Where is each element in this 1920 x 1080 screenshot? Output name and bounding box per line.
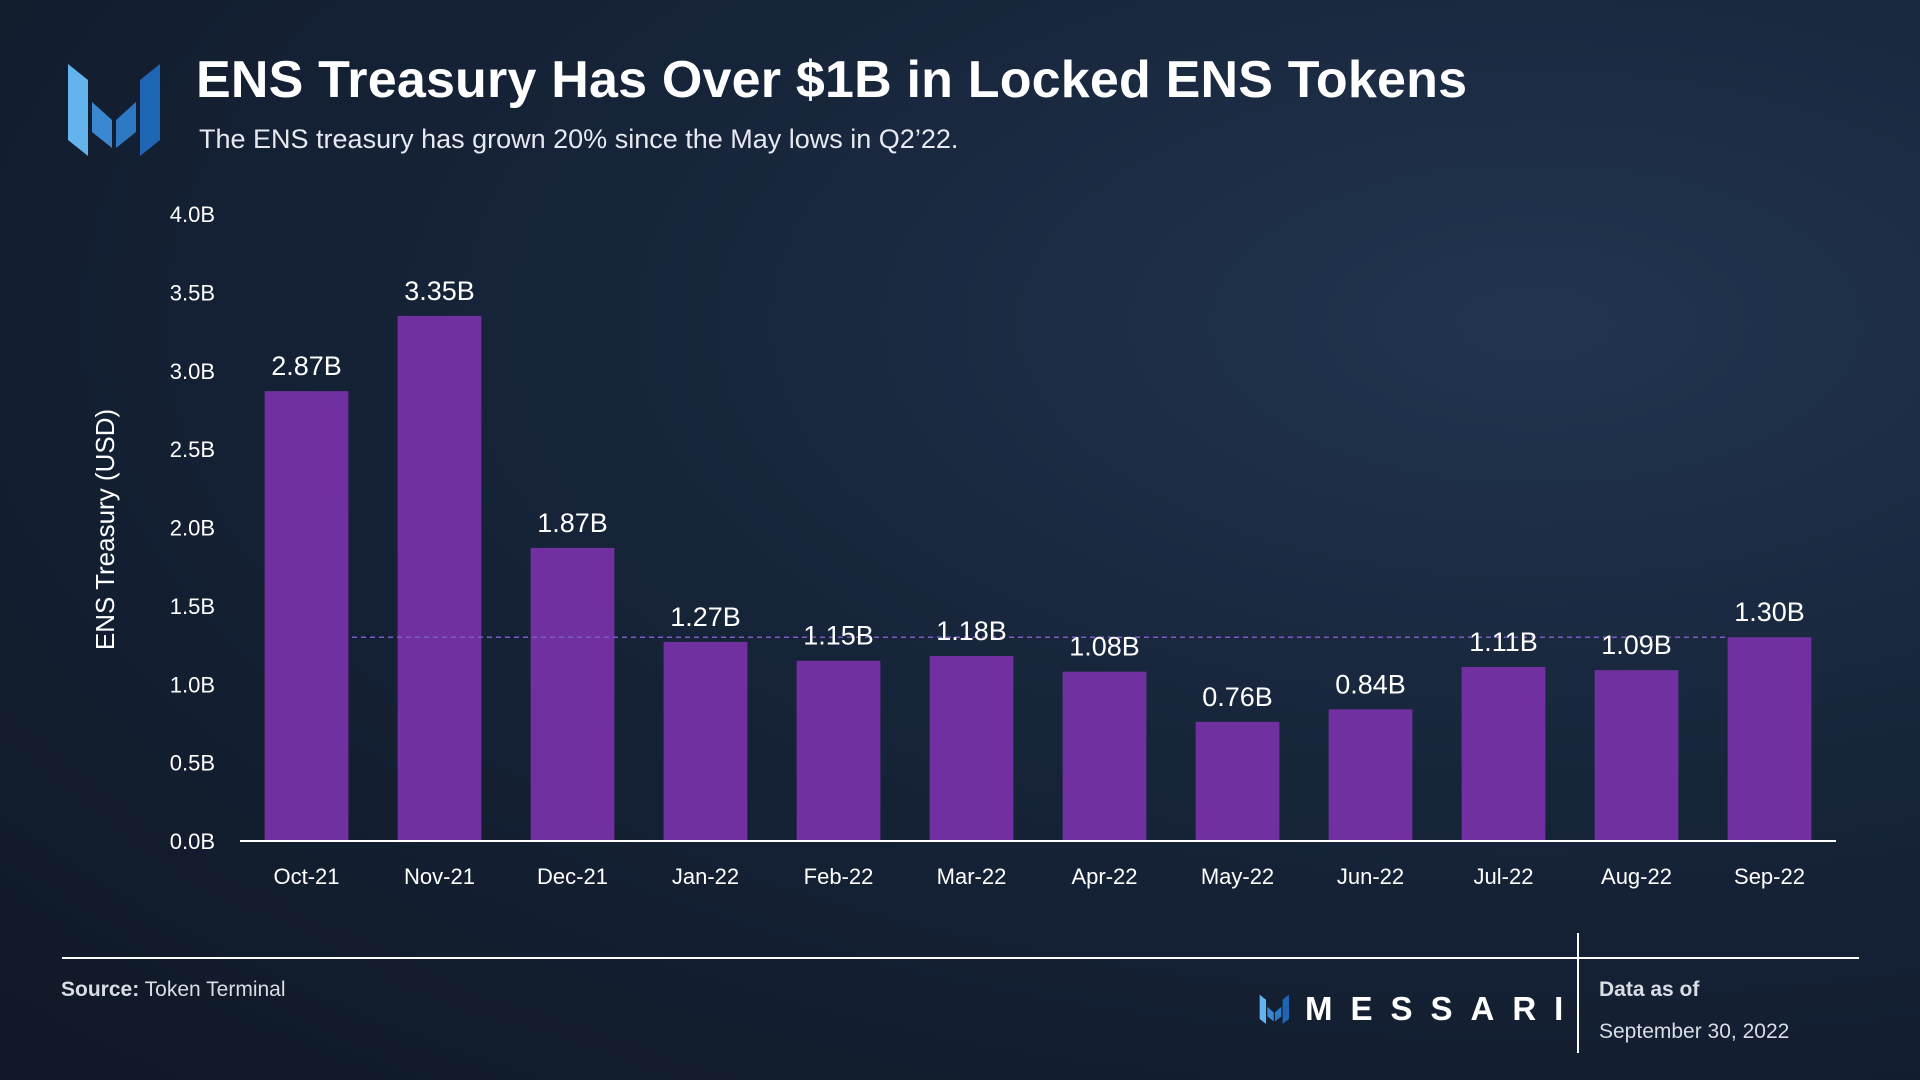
messari-logo-icon xyxy=(68,64,160,156)
y-axis-title: ENS Treasury (USD) xyxy=(90,409,120,650)
x-tick-label: Jun-22 xyxy=(1337,864,1404,889)
y-tick-label: 0.5B xyxy=(170,751,215,776)
x-tick-label: Feb-22 xyxy=(804,864,874,889)
x-tick-label: Apr-22 xyxy=(1071,864,1137,889)
x-tick-label: Jul-22 xyxy=(1474,864,1534,889)
bar-mar-22 xyxy=(929,656,1014,841)
data-as-of-label: Data as of xyxy=(1599,978,1700,1001)
y-tick-label: 0.0B xyxy=(170,829,215,854)
x-tick-label: Jan-22 xyxy=(672,864,739,889)
footer-vertical-divider xyxy=(1577,933,1579,1053)
data-label: 2.87B xyxy=(271,351,342,381)
source-value: Token Terminal xyxy=(144,978,286,1001)
bar-jul-22 xyxy=(1461,667,1546,841)
bar-jan-22 xyxy=(663,641,748,841)
data-label: 0.84B xyxy=(1335,669,1406,699)
messari-wordmark: MESSARI xyxy=(1305,990,1582,1027)
y-tick-label: 1.5B xyxy=(170,594,215,619)
bar-sep-22 xyxy=(1727,637,1812,841)
data-label: 1.30B xyxy=(1734,597,1805,627)
y-tick-label: 4.0B xyxy=(170,202,215,227)
source-note: Source: Token Terminal xyxy=(61,978,286,1002)
chart-subtitle: The ENS treasury has grown 20% since the… xyxy=(199,124,959,154)
source-label: Source: xyxy=(61,978,140,1001)
data-label: 1.08B xyxy=(1069,632,1140,662)
data-label: 1.15B xyxy=(803,621,874,651)
data-as-of-date: September 30, 2022 xyxy=(1599,1020,1790,1043)
x-tick-label: May-22 xyxy=(1201,864,1274,889)
chart-title: ENS Treasury Has Over $1B in Locked ENS … xyxy=(196,51,1468,109)
y-tick-label: 3.0B xyxy=(170,359,215,384)
messari-small-logo-icon xyxy=(1259,994,1289,1024)
y-tick-label: 3.5B xyxy=(170,280,215,305)
data-label: 0.76B xyxy=(1202,682,1273,712)
data-label: 3.35B xyxy=(404,276,475,306)
x-tick-label: Aug-22 xyxy=(1601,864,1672,889)
x-tick-label: Sep-22 xyxy=(1734,864,1805,889)
bar-apr-22 xyxy=(1062,671,1147,841)
footer-divider xyxy=(62,957,1859,959)
x-tick-label: Nov-21 xyxy=(404,864,475,889)
data-label: 1.09B xyxy=(1601,630,1672,660)
y-tick-label: 2.0B xyxy=(170,516,215,541)
bar-jun-22 xyxy=(1328,709,1413,841)
bar-may-22 xyxy=(1195,721,1280,841)
messari-brand: MESSARI xyxy=(1257,990,1581,1028)
bar-nov-21 xyxy=(397,315,482,841)
data-label: 1.87B xyxy=(537,508,608,538)
bar-oct-21 xyxy=(264,391,349,841)
x-tick-label: Dec-21 xyxy=(537,864,608,889)
data-label: 1.27B xyxy=(670,602,741,632)
data-label: 1.11B xyxy=(1469,627,1538,657)
y-tick-label: 1.0B xyxy=(170,672,215,697)
x-tick-label: Mar-22 xyxy=(937,864,1007,889)
y-tick-label: 2.5B xyxy=(170,437,215,462)
data-label: 1.18B xyxy=(936,616,1007,646)
bar-dec-21 xyxy=(530,547,615,841)
x-tick-label: Oct-21 xyxy=(273,864,339,889)
bar-feb-22 xyxy=(796,660,881,841)
bar-aug-22 xyxy=(1594,670,1679,841)
